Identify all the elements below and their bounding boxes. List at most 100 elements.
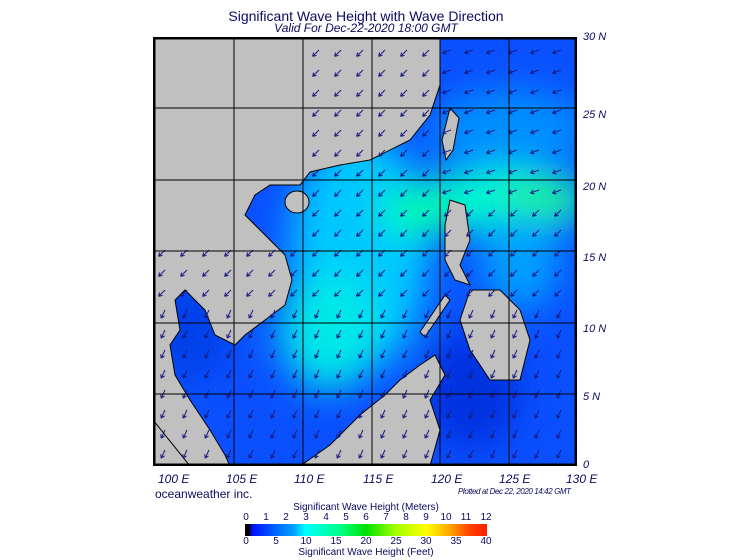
wave-direction-arrow	[292, 409, 298, 419]
wave-direction-arrow	[226, 349, 232, 359]
wave-direction-arrow	[400, 169, 408, 177]
wave-direction-arrow	[182, 349, 188, 359]
wave-direction-arrow	[446, 449, 452, 459]
wave-direction-arrow	[464, 89, 474, 95]
wave-direction-arrow	[532, 209, 540, 217]
wave-direction-arrow	[490, 309, 496, 319]
feet-tick: 5	[273, 536, 279, 547]
wave-direction-arrow	[204, 409, 210, 419]
wave-direction-arrow	[312, 89, 320, 97]
wave-direction-arrow	[488, 289, 496, 297]
meters-tick: 7	[383, 512, 389, 523]
wave-direction-arrow	[378, 49, 386, 57]
wave-direction-arrow	[554, 229, 562, 237]
wave-direction-arrow	[248, 329, 254, 339]
wave-direction-arrow	[446, 369, 452, 379]
wave-direction-arrow	[530, 149, 540, 155]
wave-direction-arrow	[486, 109, 496, 115]
wave-direction-arrow	[442, 109, 452, 115]
wave-direction-arrow	[446, 429, 452, 439]
wave-direction-arrow	[422, 169, 430, 177]
wave-direction-arrow	[292, 329, 298, 339]
wave-direction-arrow	[270, 329, 276, 339]
lon-label: 120 E	[431, 472, 463, 486]
wave-direction-arrow	[334, 129, 342, 137]
wave-direction-arrow	[314, 369, 320, 379]
wave-direction-arrow	[402, 449, 408, 459]
meters-tick: 3	[303, 512, 309, 523]
wave-direction-arrow	[334, 229, 342, 237]
wave-direction-arrow	[424, 429, 430, 439]
wave-direction-arrow	[512, 329, 518, 339]
wave-direction-arrow	[444, 289, 452, 297]
wave-direction-arrow	[336, 309, 342, 319]
wave-direction-arrow	[270, 349, 276, 359]
wave-direction-arrow	[442, 89, 452, 95]
wave-direction-arrow	[356, 129, 364, 137]
wave-direction-arrow	[530, 69, 540, 75]
wave-direction-arrow	[422, 129, 430, 137]
wave-direction-arrow	[552, 69, 562, 75]
wave-direction-arrow	[400, 89, 408, 97]
meters-tick: 5	[343, 512, 349, 523]
wave-direction-arrow	[530, 89, 540, 95]
wave-direction-arrow	[532, 289, 540, 297]
wave-direction-arrow	[552, 149, 562, 155]
wave-direction-arrow	[400, 149, 408, 157]
wave-direction-arrow	[182, 429, 188, 439]
wave-direction-arrow	[314, 409, 320, 419]
wave-direction-arrow	[378, 209, 386, 217]
wave-direction-arrow	[442, 169, 452, 175]
wave-direction-arrow	[356, 149, 364, 157]
wave-direction-arrow	[490, 349, 496, 359]
wave-direction-arrow	[358, 309, 364, 319]
lon-label: 105 E	[226, 472, 258, 486]
wave-direction-arrow	[466, 229, 474, 237]
wave-direction-arrow	[512, 429, 518, 439]
wave-direction-arrow	[556, 409, 562, 419]
wave-direction-arrow	[556, 449, 562, 459]
wave-direction-arrow	[510, 269, 518, 277]
wave-direction-arrow	[378, 269, 386, 277]
wave-direction-arrow	[182, 369, 188, 379]
wave-direction-arrow	[446, 309, 452, 319]
wave-direction-arrow	[444, 209, 452, 217]
wave-direction-arrow	[442, 49, 452, 55]
wave-direction-arrow	[424, 369, 430, 379]
wave-direction-arrow	[334, 89, 342, 97]
feet-tick: 35	[450, 536, 462, 547]
wave-direction-arrow	[380, 329, 386, 339]
wave-direction-arrow	[248, 409, 254, 419]
feet-tick: 30	[420, 536, 432, 547]
wave-direction-arrow	[512, 349, 518, 359]
feet-tick: 40	[480, 536, 492, 547]
feet-tick: 15	[330, 536, 342, 547]
wave-direction-arrow	[358, 329, 364, 339]
wave-direction-arrow	[468, 309, 474, 319]
map-frame	[153, 37, 577, 466]
feet-tick: 25	[390, 536, 402, 547]
wave-direction-arrow	[512, 409, 518, 419]
wave-direction-arrow	[444, 229, 452, 237]
wave-direction-arrow	[422, 49, 430, 57]
wave-direction-arrow	[466, 289, 474, 297]
wave-direction-arrow	[182, 449, 188, 459]
wave-direction-arrow	[556, 329, 562, 339]
wave-direction-arrow	[290, 269, 298, 277]
wave-direction-arrow	[270, 309, 276, 319]
wave-direction-arrow	[248, 449, 254, 459]
wave-direction-arrow	[314, 449, 320, 459]
wave-direction-arrow	[556, 349, 562, 359]
lat-label: 25 N	[583, 109, 607, 121]
wave-direction-arrow	[312, 189, 320, 197]
colorbar-feet-label: Significant Wave Height (Feet)	[298, 547, 434, 558]
wave-direction-arrow	[380, 309, 386, 319]
wave-direction-arrow	[204, 329, 210, 339]
wave-direction-arrow	[248, 369, 254, 379]
wave-direction-arrow	[226, 309, 232, 319]
wave-direction-arrow	[402, 429, 408, 439]
wave-direction-arrow	[314, 329, 320, 339]
wave-direction-arrow	[226, 449, 232, 459]
wave-direction-arrow	[532, 269, 540, 277]
wave-direction-arrow	[402, 409, 408, 419]
